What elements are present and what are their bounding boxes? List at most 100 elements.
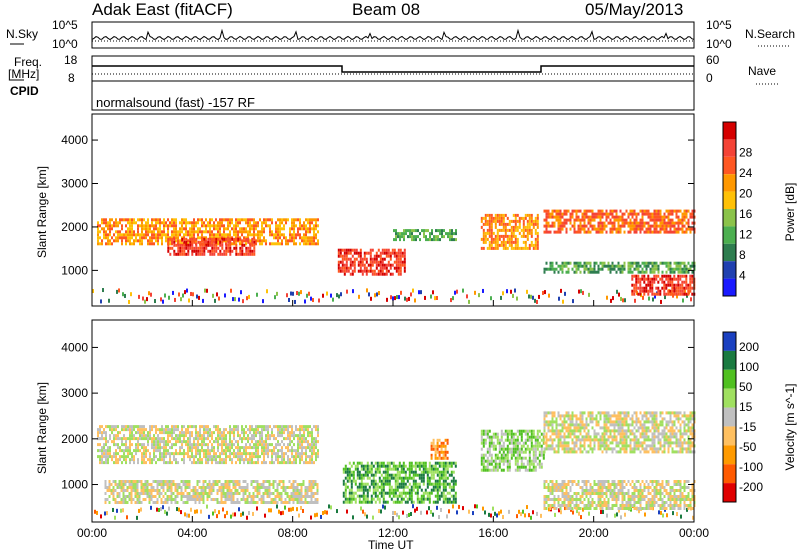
echo-cell	[494, 219, 497, 223]
echo-cell	[593, 215, 596, 219]
echo-cell	[189, 455, 191, 459]
echo-cell	[203, 249, 206, 253]
echo-cell	[661, 280, 664, 284]
echo-cell	[378, 479, 381, 483]
echo-cell	[263, 446, 265, 450]
echo-cell	[375, 254, 378, 258]
echo-cell	[141, 242, 143, 246]
echo-cell	[159, 233, 161, 237]
echo-cell	[263, 425, 265, 429]
echo-cell	[375, 272, 378, 276]
echo-cell	[211, 252, 214, 256]
echo-cell	[117, 425, 119, 429]
echo-cell	[532, 225, 535, 229]
echo-cell	[217, 237, 220, 241]
echo-cell	[545, 227, 548, 231]
echo-cell	[436, 482, 439, 486]
echo-cell	[344, 494, 347, 498]
echo-cell	[486, 447, 489, 451]
echo-cell	[203, 434, 205, 438]
echo-cell	[163, 230, 165, 234]
echo-cell	[494, 459, 497, 463]
echo-cell	[344, 464, 347, 468]
echo-cell	[425, 238, 427, 242]
echo-cell	[309, 449, 311, 453]
echo-cell	[278, 498, 281, 501]
echo-cell	[143, 461, 145, 465]
echo-cell	[645, 277, 648, 281]
echo-cell	[197, 431, 199, 435]
echo-cell	[583, 215, 586, 219]
echo-cell	[667, 283, 670, 287]
echo-cell	[245, 246, 248, 250]
echo-cell	[279, 443, 281, 447]
echo-cell	[274, 480, 277, 483]
echo-cell	[655, 224, 658, 228]
echo-cell	[295, 242, 297, 246]
echo-cell	[105, 218, 107, 222]
echo-cell	[623, 264, 626, 268]
echo-cell	[291, 440, 293, 444]
echo-cell	[291, 446, 293, 450]
echo-cell	[219, 221, 221, 225]
echo-cell	[609, 227, 612, 231]
echo-cell	[262, 501, 265, 504]
echo-cell	[243, 243, 246, 247]
echo-cell	[177, 437, 179, 441]
echo-cell	[317, 425, 319, 429]
echo-cell	[448, 497, 451, 501]
echo-cell	[116, 492, 119, 495]
echo-cell	[113, 221, 115, 225]
scatter-cell	[666, 513, 668, 518]
echo-cell	[103, 221, 105, 225]
scatter-cell	[380, 509, 382, 514]
echo-cell	[453, 238, 455, 242]
echo-cell	[130, 489, 133, 492]
echo-cell	[486, 237, 489, 241]
echo-cell	[222, 489, 225, 492]
scatter-cell	[120, 508, 122, 513]
echo-cell	[356, 488, 359, 492]
echo-cell	[315, 221, 317, 225]
echo-cell	[575, 212, 578, 216]
echo-cell	[278, 495, 281, 498]
echo-cell	[130, 495, 133, 498]
echo-cell	[285, 236, 287, 240]
echo-cell	[293, 437, 295, 441]
echo-cell	[557, 264, 560, 268]
echo-cell	[257, 428, 259, 432]
echo-cell	[183, 227, 185, 231]
echo-cell	[450, 473, 453, 477]
echo-cell	[269, 218, 271, 222]
echo-cell	[119, 449, 121, 453]
echo-cell	[185, 452, 187, 456]
scatter-cell	[224, 293, 226, 298]
echo-cell	[520, 234, 523, 238]
echo-cell	[382, 482, 385, 486]
echo-cell	[583, 224, 586, 228]
echo-cell	[230, 492, 233, 495]
echo-cell	[665, 270, 668, 274]
echo-cell	[297, 230, 299, 234]
echo-cell	[673, 289, 676, 293]
scatter-cell	[314, 513, 316, 518]
echo-cell	[665, 274, 668, 278]
echo-cell	[167, 246, 170, 250]
echo-cell	[549, 261, 552, 265]
echo-cell	[109, 455, 111, 459]
echo-cell	[196, 495, 199, 498]
echo-cell	[667, 230, 670, 234]
echo-cell	[289, 440, 291, 444]
echo-cell	[247, 233, 249, 237]
echo-cell	[293, 449, 295, 453]
echo-cell	[251, 249, 254, 253]
scatter-cell	[268, 508, 270, 513]
echo-cell	[667, 292, 670, 296]
echo-cell	[452, 494, 455, 498]
echo-cell	[209, 449, 211, 453]
echo-cell	[229, 452, 231, 456]
echo-cell	[97, 224, 99, 228]
echo-cell	[205, 461, 207, 465]
echo-cell	[157, 449, 159, 453]
echo-cell	[631, 221, 634, 225]
